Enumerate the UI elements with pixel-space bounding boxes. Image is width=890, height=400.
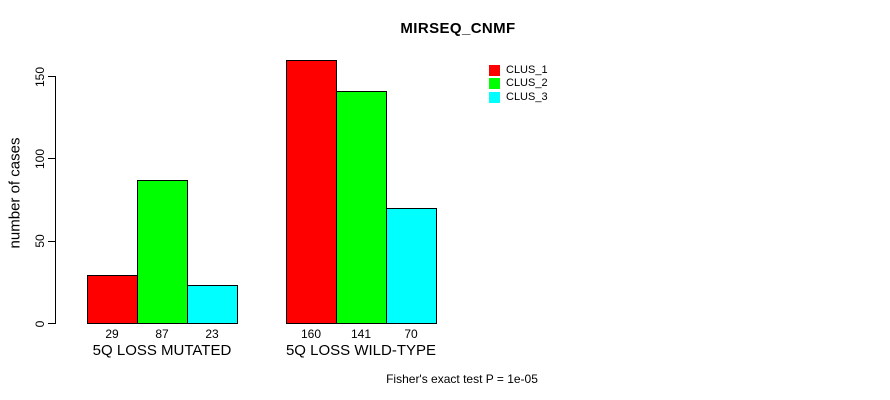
y-tick-label: 50	[33, 234, 47, 248]
legend-item-clus-1: CLUS_1	[489, 65, 548, 76]
legend: CLUS_1 CLUS_2 CLUS_3	[489, 65, 579, 107]
x-category-label-5q-loss-wild-type: 5Q LOSS WILD-TYPE	[285, 342, 437, 359]
y-axis-tick	[48, 76, 55, 77]
bar-clus-1-5q-loss-mutated	[87, 275, 138, 324]
bar-value-label-clus-3-5q-loss-mutated: 23	[205, 327, 219, 341]
y-axis-tick	[48, 323, 55, 324]
caption-text: Fisher's exact test P = 1e-05	[386, 372, 538, 386]
bar-clus-3-5q-loss-wild-type	[386, 207, 437, 324]
y-axis-tick	[48, 158, 55, 160]
legend-label-clus-2: CLUS_2	[506, 77, 548, 90]
legend-swatch-clus-2	[489, 78, 500, 90]
legend-swatch-clus-1	[489, 65, 500, 76]
y-tick-label: 0	[33, 320, 47, 327]
bar-clus-2-5q-loss-wild-type	[336, 90, 387, 324]
bar-value-label-clus-3-5q-loss-wild-type: 70	[404, 327, 418, 341]
legend-swatch-clus-3	[489, 91, 500, 103]
bar-value-label-clus-2-5q-loss-mutated: 87	[155, 327, 169, 341]
y-axis-label: number of cases	[6, 137, 24, 249]
legend-label-clus-3: CLUS_3	[506, 90, 548, 103]
bar-clus-1-5q-loss-wild-type	[286, 59, 337, 324]
legend-item-clus-3: CLUS_3	[489, 90, 548, 103]
legend-label-clus-1: CLUS_1	[506, 64, 548, 76]
chart-title: MIRSEQ_CNMF	[400, 20, 516, 37]
bar-value-label-clus-1-5q-loss-mutated: 29	[105, 327, 119, 341]
bar-clus-2-5q-loss-mutated	[137, 179, 188, 324]
bar-value-label-clus-2-5q-loss-wild-type: 141	[350, 327, 372, 341]
y-axis-line	[55, 76, 56, 324]
bar-value-label-clus-1-5q-loss-wild-type: 160	[300, 327, 322, 341]
x-category-label-5q-loss-mutated: 5Q LOSS MUTATED	[92, 342, 232, 359]
y-tick-label: 100	[33, 148, 47, 169]
legend-item-clus-2: CLUS_2	[489, 77, 548, 90]
y-tick-label: 150	[33, 66, 47, 87]
y-axis-tick	[48, 240, 55, 242]
bar-clus-3-5q-loss-mutated	[187, 285, 238, 324]
